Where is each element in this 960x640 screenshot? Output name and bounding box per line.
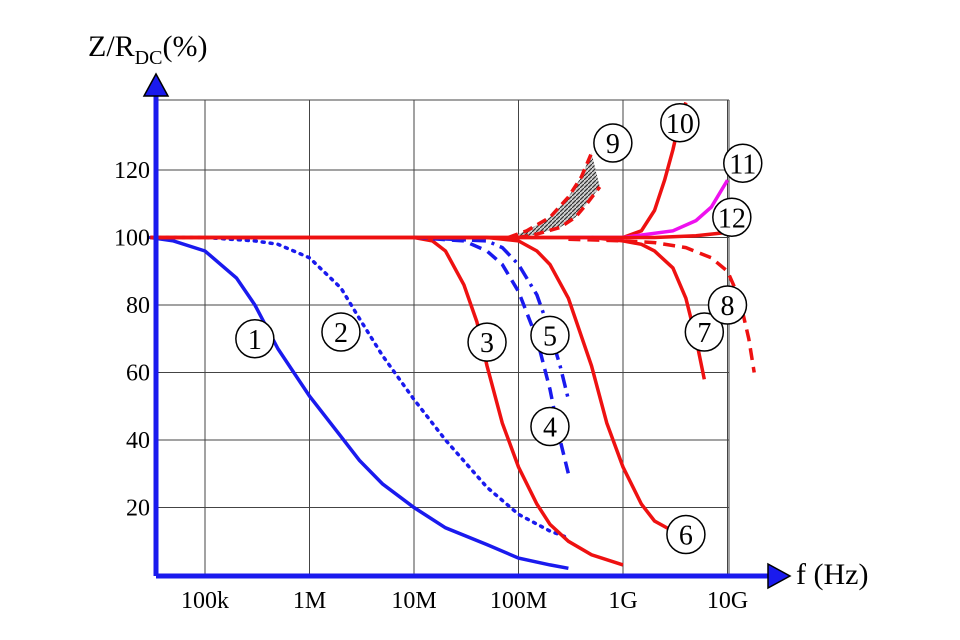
- y-tick-label: 80: [126, 293, 150, 319]
- y-axis-arrow: [142, 72, 170, 97]
- x-tick-label: 10M: [391, 588, 436, 614]
- curve-label-circle: [684, 312, 725, 352]
- curve-label-5: 5: [543, 321, 557, 352]
- series-9-line: [507, 152, 594, 240]
- series-4-line: [413, 235, 571, 475]
- curve-label-8: 8: [721, 291, 735, 322]
- curve-label-circle: [321, 312, 361, 352]
- curve-label-circle: [235, 319, 275, 359]
- curve-label-circle: [707, 285, 748, 325]
- series-8-line: [568, 237, 756, 373]
- curve-label-circle: [666, 514, 706, 555]
- y-axis-title-sub: DC: [135, 47, 163, 69]
- series-2-line: [148, 235, 571, 540]
- series-9-lower-line: [518, 185, 602, 240]
- curve-label-10: 10: [666, 109, 694, 140]
- y-axis-title: Z/RDC(%): [88, 30, 207, 69]
- series-9-band: [508, 153, 600, 238]
- curve-label-7: 7: [697, 318, 711, 349]
- x-axis-title: f (Hz): [796, 558, 868, 591]
- series-6-line: [414, 235, 674, 533]
- curve-label-12: 12: [718, 203, 746, 234]
- x-tick-label: 10G: [707, 588, 748, 614]
- curve-label-circle: [593, 123, 633, 163]
- series-7-line: [591, 235, 707, 380]
- y-axis-title-main: Z/R: [88, 30, 135, 63]
- curve-label-circle: [660, 103, 700, 143]
- curve-label-1: 1: [248, 325, 262, 356]
- x-tick-label: 1G: [608, 588, 637, 614]
- curve-label-9: 9: [606, 129, 620, 160]
- curve-label-11: 11: [729, 149, 756, 180]
- series-3-line: [150, 235, 624, 567]
- x-axis-arrow: [767, 562, 792, 590]
- y-axis-title-suffix: (%): [162, 30, 207, 63]
- curve-label-circle: [530, 315, 570, 356]
- x-tick-label: 1M: [293, 588, 326, 614]
- curve-label-circle: [712, 197, 752, 237]
- curve-label-3: 3: [480, 328, 494, 359]
- axes: 100k 1M 10M 100M 1G 10G 20 40 60 80 100 120: [114, 72, 792, 614]
- curve-label-circle: [467, 322, 507, 362]
- y-tick-label: 40: [126, 428, 150, 454]
- y-tick-label: 20: [126, 496, 150, 522]
- y-tick-label: 120: [114, 158, 150, 184]
- y-tick-label: 100: [114, 226, 150, 252]
- curve-label-2: 2: [334, 318, 348, 349]
- curve-label-circle: [530, 406, 570, 447]
- x-tick-label: 100M: [490, 588, 547, 614]
- curve-label-6: 6: [679, 521, 693, 552]
- series-1-line: [150, 235, 569, 571]
- y-tick-label: 60: [126, 361, 150, 387]
- curve-label-circle: [723, 143, 763, 183]
- x-tick-label: 100k: [181, 588, 229, 614]
- curve-label-4: 4: [543, 413, 557, 444]
